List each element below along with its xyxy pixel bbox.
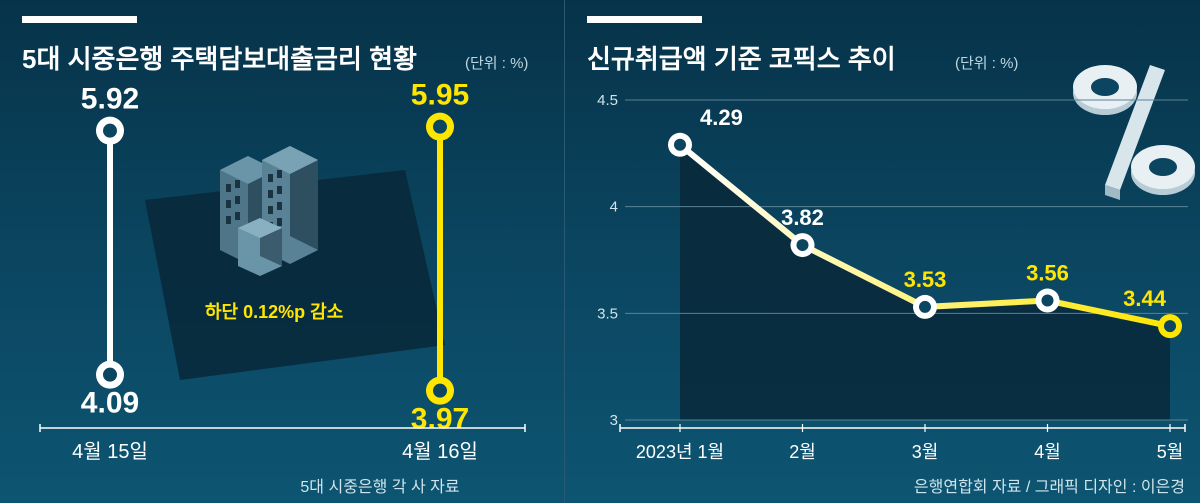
percent-icon (1073, 65, 1195, 200)
line-value-label: 3.44 (1123, 286, 1167, 311)
left-panel: 5대 시중은행 주택담보대출금리 현황 (단위 : %) (0, 0, 565, 503)
line-value-label: 3.56 (1026, 261, 1069, 286)
x-label: 2월 (789, 442, 816, 462)
line-value-label: 3.53 (904, 267, 947, 292)
value-label: 5.92 (81, 83, 139, 116)
line-value-label: 3.82 (781, 205, 824, 230)
x-label: 4월 (1034, 442, 1061, 462)
right-caption: 은행연합회 자료 / 그래픽 디자인 : 이은경 (914, 478, 1185, 496)
right-title: 신규취급액 기준 코픽스 추이 (587, 44, 896, 74)
y-tick-label: 4.5 (597, 92, 618, 109)
right-unit: (단위 : %) (955, 55, 1018, 72)
center-note: 하단 0.12%p 감소 (205, 302, 343, 322)
accent-bar-right (587, 16, 702, 23)
x-label: 5월 (1157, 442, 1184, 462)
x-label-apr16: 4월 16일 (402, 440, 478, 463)
y-tick-label: 4 (610, 199, 618, 216)
value-label: 4.09 (81, 387, 139, 420)
left-caption: 5대 시중은행 각 사 자료 (300, 478, 459, 496)
right-panel: 신규취급액 기준 코픽스 추이 (단위 : %) 3 3.5 4 4.5 4.29 3.… (565, 0, 1200, 503)
value-label: 3.97 (411, 403, 469, 436)
building-graphic (220, 146, 318, 276)
x-label: 2023년 1월 (636, 442, 724, 462)
x-labels: 2023년 1월 2월 3월 4월 5월 (636, 424, 1183, 462)
accent-bar-left (22, 16, 137, 23)
left-unit: (단위 : %) (465, 55, 528, 72)
x-label: 3월 (912, 442, 939, 462)
x-label-apr15: 4월 15일 (72, 440, 148, 463)
left-title: 5대 시중은행 주택담보대출금리 현황 (22, 44, 417, 74)
line-value-label: 4.29 (700, 105, 743, 130)
value-label: 5.95 (411, 79, 469, 112)
y-tick-label: 3.5 (597, 305, 618, 322)
y-tick-label: 3 (610, 412, 618, 429)
